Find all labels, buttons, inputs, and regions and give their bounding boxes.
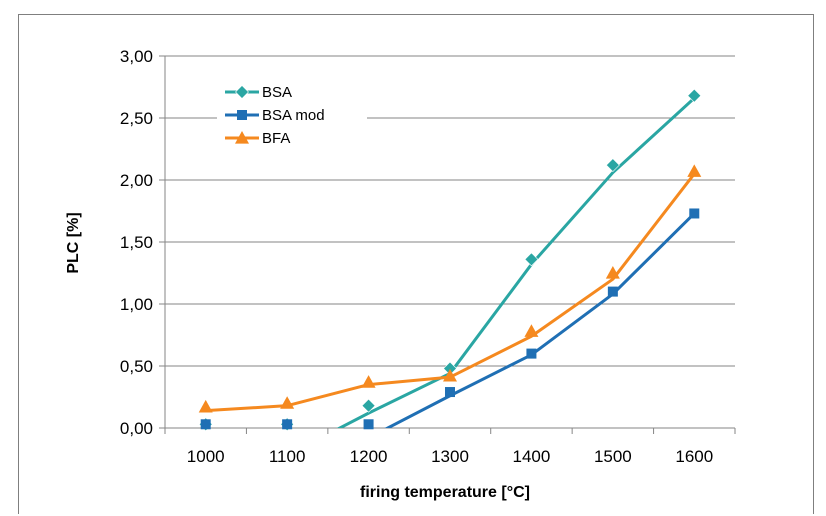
legend: BSA BSA mod BFA: [217, 82, 367, 148]
legend-marker-bsa: [235, 85, 249, 99]
series-lines: [205, 97, 696, 428]
data-point-bsa: [524, 252, 539, 267]
data-point-bfa: [605, 266, 620, 279]
y-axis-title: PLC [%]: [65, 212, 82, 273]
data-point-bsa-mod: [200, 419, 211, 430]
data-point-bsa: [687, 88, 702, 103]
legend-background: [217, 105, 367, 125]
legend-background: [217, 82, 367, 102]
series-markers: [198, 88, 702, 432]
data-point-bfa: [280, 396, 295, 409]
y-tick-label: 0,00: [120, 419, 153, 438]
data-point-bsa-mod: [282, 419, 293, 430]
y-tick-label: 1,50: [120, 233, 153, 252]
series-line-bsa: [336, 97, 696, 428]
legend-marker-bfa: [235, 131, 249, 144]
x-tick-label: 1500: [594, 447, 632, 466]
x-tick-label: 1600: [675, 447, 713, 466]
data-point-bsa-mod: [526, 348, 537, 359]
y-tick-label: 2,00: [120, 171, 153, 190]
data-point-bsa-mod: [363, 419, 374, 430]
x-tick-label: 1200: [350, 447, 388, 466]
series-line-bsa-mod: [384, 212, 696, 428]
x-tick-label: 1400: [513, 447, 551, 466]
data-point-bfa: [443, 368, 457, 382]
legend-marker-bsa-mod: [237, 110, 247, 120]
legend-background: [217, 128, 367, 148]
legend-label-bsa: BSA: [262, 84, 292, 101]
x-tick-label: 1100: [269, 447, 306, 466]
data-point-bsa: [361, 398, 376, 413]
axes: 0,00 0,50 1,00 1,50 2,00 2,50 3,00 1000 1100 1200…: [120, 47, 736, 466]
data-point-bsa-mod: [607, 286, 618, 297]
x-tick-label: 1000: [187, 447, 225, 466]
y-tick-label: 2,50: [120, 109, 153, 128]
data-point-bfa: [687, 164, 702, 177]
x-tick-label: 1300: [431, 447, 469, 466]
data-point-bsa-mod: [445, 387, 455, 398]
y-tick-label: 3,00: [120, 47, 153, 66]
data-point-bsa-mod: [689, 208, 700, 219]
data-point-bsa: [605, 158, 620, 173]
data-point-bfa: [198, 399, 213, 413]
y-tick-label: 1,00: [120, 295, 153, 314]
x-axis-title: firing temperature [°C]: [360, 484, 530, 501]
data-point-bfa: [361, 375, 376, 388]
chart-frame: [18, 14, 814, 514]
y-tick-label: 0,50: [120, 357, 153, 376]
legend-label-bsa-mod: BSA mod: [262, 107, 325, 124]
data-point-bfa: [524, 324, 539, 337]
gridlines: [165, 55, 735, 367]
legend-label-bfa: BFA: [262, 130, 290, 147]
